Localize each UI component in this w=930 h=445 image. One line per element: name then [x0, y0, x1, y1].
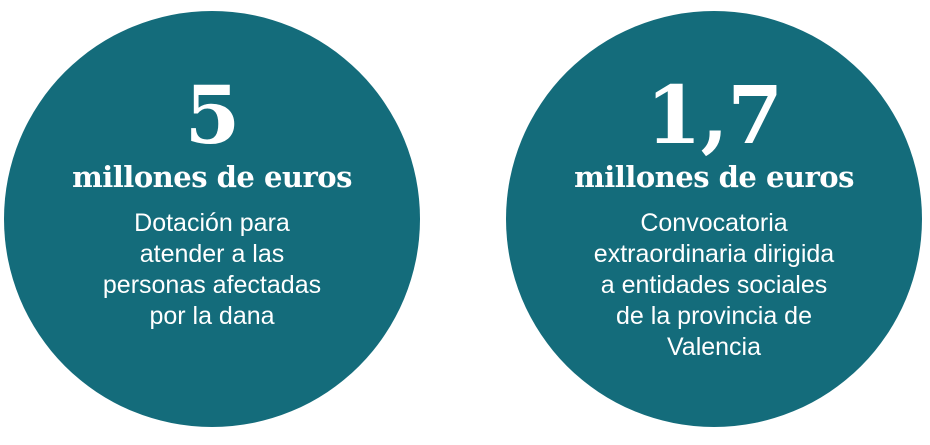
stat-description-line: Valencia [666, 333, 762, 361]
stat-value: 1,7 [645, 68, 783, 162]
stat-description: Convocatoria extraordinaria dirigida a e… [594, 208, 834, 363]
stat-circle-2: 1,7 millones de euros Convocatoria extra… [506, 11, 922, 427]
stat-description-line: por la dana [149, 302, 275, 330]
stat-description-line: extraordinaria dirigida [593, 240, 835, 268]
stat-description: Dotación para atender a las personas afe… [103, 208, 321, 332]
stat-description-line: a entidades sociales [600, 271, 828, 299]
stat-description-line: de la provincia de [616, 302, 812, 330]
stat-description-line: Dotación para [134, 209, 290, 237]
stat-unit: millones de euros [72, 160, 352, 194]
stat-description-line: personas afectadas [102, 271, 322, 299]
stat-description-line: atender a las [139, 240, 285, 268]
stat-description-line: Convocatoria [640, 209, 788, 237]
stat-value: 5 [184, 68, 241, 162]
stat-unit: millones de euros [574, 160, 854, 194]
stat-circle-1: 5 millones de euros Dotación para atende… [4, 11, 420, 427]
